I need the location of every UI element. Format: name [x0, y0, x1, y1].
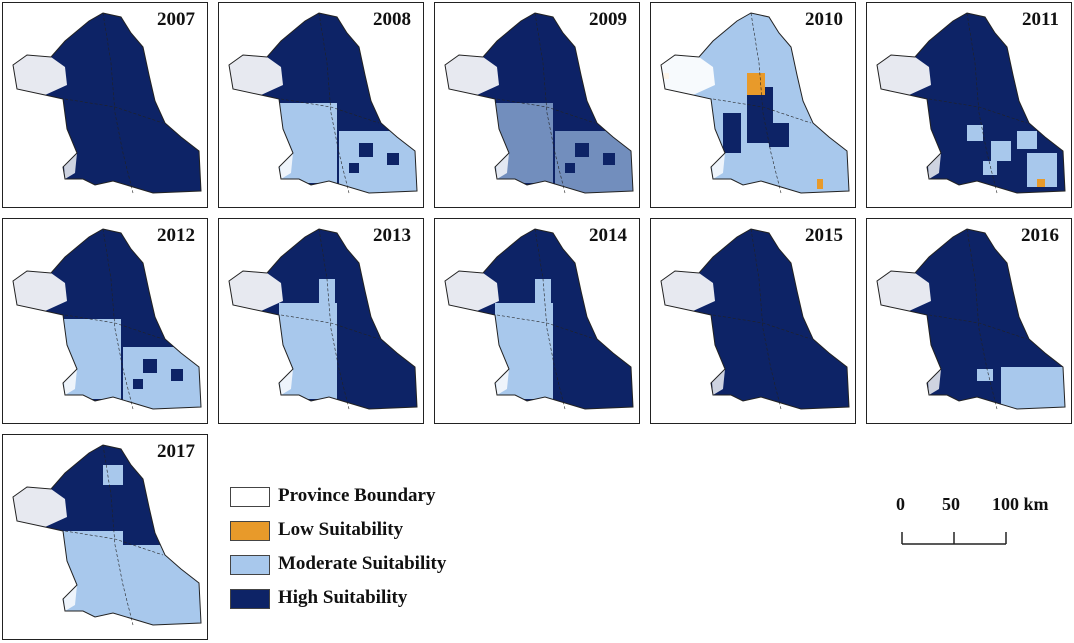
legend-label-moderate: Moderate Suitability — [278, 553, 447, 574]
suitability-map — [660, 12, 850, 194]
year-label: 2017 — [157, 441, 195, 462]
map-panel-2014: 2014 — [434, 218, 640, 424]
map-panel-2013: 2013 — [218, 218, 424, 424]
year-label: 2010 — [805, 9, 843, 30]
suitability-map — [228, 12, 418, 194]
scale-bar: 0 50 100 km — [890, 494, 1049, 554]
map-panel-2009: 2009 — [434, 2, 640, 208]
year-label: 2007 — [157, 9, 195, 30]
legend-item-high: High Suitability — [230, 586, 530, 612]
year-label: 2016 — [1021, 225, 1059, 246]
year-label: 2008 — [373, 9, 411, 30]
map-panel-2011: 2011 — [866, 2, 1072, 208]
legend-swatch-boundary — [230, 487, 270, 507]
legend-label-boundary: Province Boundary — [278, 485, 436, 506]
suitability-map — [876, 12, 1066, 194]
scale-tick-0: 0 — [896, 494, 905, 514]
map-panel-2012: 2012 — [2, 218, 208, 424]
suitability-map — [444, 228, 634, 410]
suitability-map — [12, 444, 202, 626]
scale-tick-50: 50 — [942, 494, 960, 514]
year-label: 2009 — [589, 9, 627, 30]
suitability-map — [444, 12, 634, 194]
map-panel-2015: 2015 — [650, 218, 856, 424]
year-label: 2015 — [805, 225, 843, 246]
legend-label-high: High Suitability — [278, 587, 408, 608]
year-label: 2011 — [1022, 9, 1059, 30]
scale-tick-100: 100 km — [992, 494, 1049, 514]
year-label: 2014 — [589, 225, 627, 246]
suitability-map — [12, 12, 202, 194]
map-panel-2017: 2017 — [2, 434, 208, 640]
legend-swatch-low — [230, 521, 270, 541]
map-panel-2007: 2007 — [2, 2, 208, 208]
year-label: 2013 — [373, 225, 411, 246]
year-label: 2012 — [157, 225, 195, 246]
suitability-map — [12, 228, 202, 410]
legend-swatch-high — [230, 589, 270, 609]
legend-item-boundary: Province Boundary — [230, 484, 530, 510]
legend-label-low: Low Suitability — [278, 519, 404, 540]
suitability-map — [660, 228, 850, 410]
scale-bar-line — [901, 532, 1007, 545]
map-panel-2008: 2008 — [218, 2, 424, 208]
legend-item-moderate: Moderate Suitability — [230, 552, 530, 578]
suitability-map — [876, 228, 1066, 410]
suitability-map — [228, 228, 418, 410]
legend-swatch-moderate — [230, 555, 270, 575]
legend-item-low: Low Suitability — [230, 518, 530, 544]
map-panel-2010: 2010 — [650, 2, 856, 208]
map-panel-2016: 2016 — [866, 218, 1072, 424]
